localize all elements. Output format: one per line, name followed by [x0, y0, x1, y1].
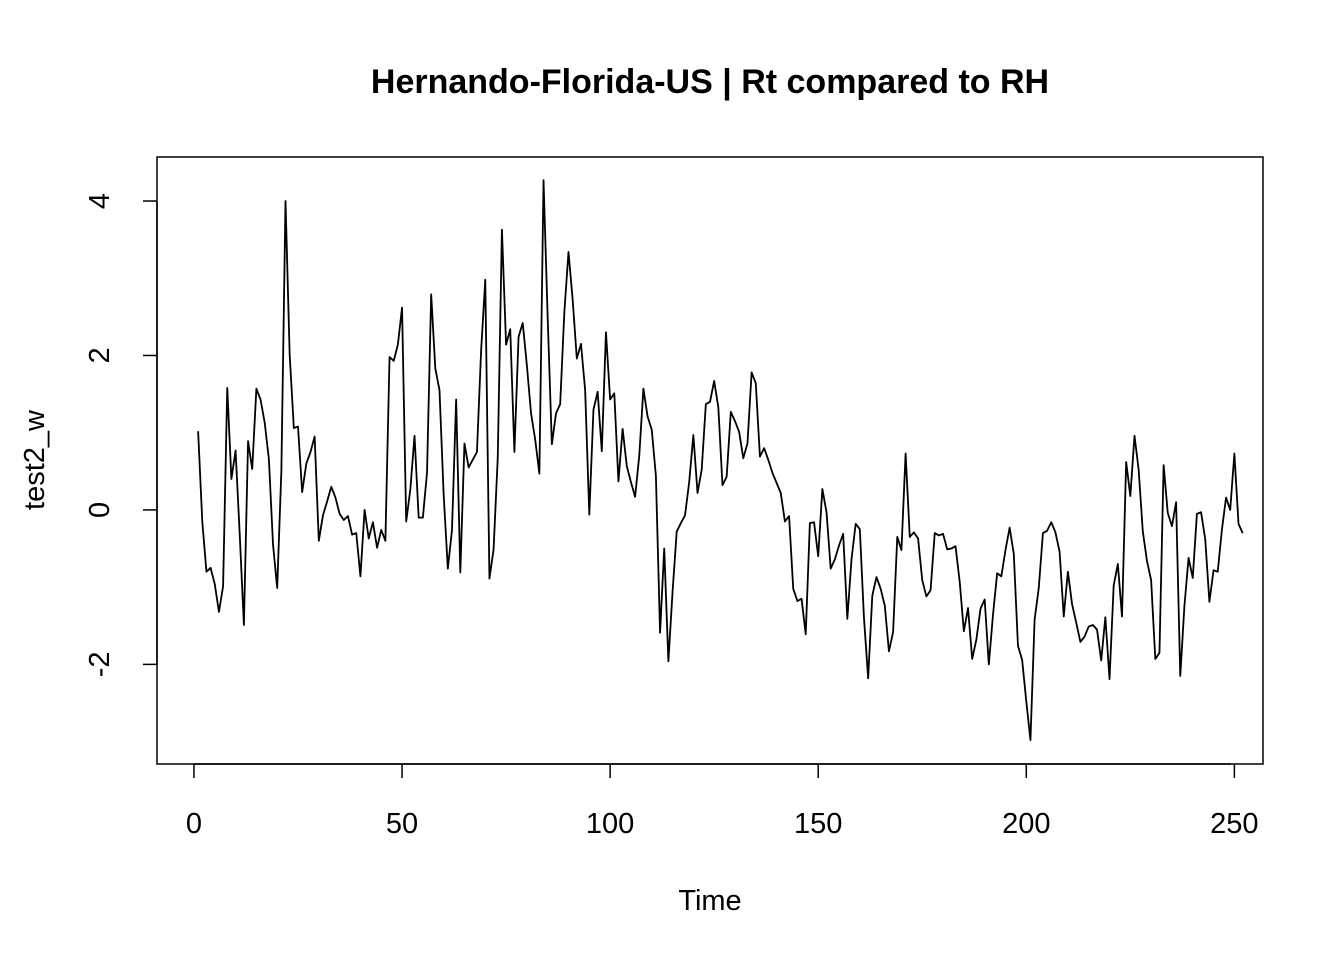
y-tick-label: 2: [84, 347, 116, 363]
plot-frame: [156, 156, 1264, 765]
x-tick-label: 200: [1002, 808, 1050, 840]
y-tick-label: 4: [84, 193, 116, 209]
chart-title: Hernando-Florida-US | Rt compared to RH: [371, 63, 1049, 101]
y-axis-label: test2_w: [19, 409, 51, 510]
x-tick-label: 250: [1210, 808, 1258, 840]
x-tick-label: 50: [386, 808, 418, 840]
x-tick-label: 0: [186, 808, 202, 840]
x-tick-label: 100: [586, 808, 634, 840]
x-tick-label: 150: [794, 808, 842, 840]
y-tick-label: -2: [84, 651, 116, 677]
x-axis: 0 50 100 150 200 250: [186, 763, 1259, 840]
x-axis-label: Time: [678, 885, 741, 917]
y-axis: -2 0 2 4: [84, 193, 158, 677]
series-line: [197, 179, 1244, 741]
y-tick-label: 0: [84, 502, 116, 518]
